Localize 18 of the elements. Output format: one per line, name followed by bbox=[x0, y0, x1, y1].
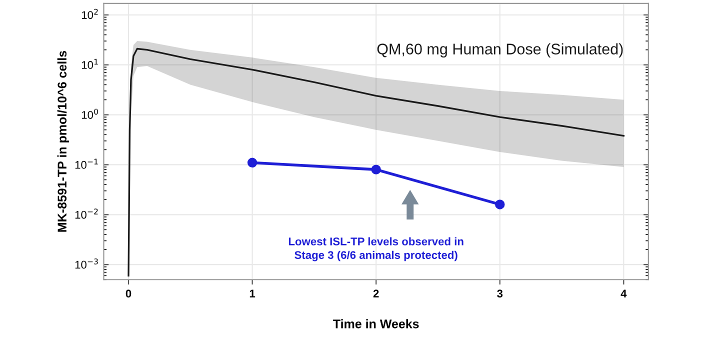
x-tick-label: 2 bbox=[373, 290, 379, 298]
x-tick-label: 0 bbox=[126, 290, 132, 298]
y-axis-title: MK-8591-TP in pmol/10^6 cells bbox=[57, 50, 69, 232]
y-tick-label: 10$^{1}$ bbox=[82, 58, 98, 69]
x-axis-title: Time in Weeks bbox=[333, 319, 419, 328]
annotation: Lowest ISL-TP levels observed in Stage 3 (6/6 animals protected) bbox=[288, 237, 464, 262]
y-tick-label: 10$^{−3}$ bbox=[75, 258, 98, 269]
point bbox=[371, 164, 381, 174]
y-tick-label: 10$^{2}$ bbox=[82, 8, 98, 19]
point bbox=[495, 200, 505, 210]
text: QM,60 mg Human Dose (Simulated) bbox=[377, 43, 623, 58]
point bbox=[247, 158, 258, 168]
x-tick-label: 4 bbox=[620, 290, 627, 298]
x-tick-label: 1 bbox=[250, 290, 256, 298]
y-tick-label: 10$^{−1}$ bbox=[75, 158, 98, 169]
x-tick-label: 3 bbox=[497, 290, 503, 298]
y-tick-label: 10$^{−2}$ bbox=[75, 208, 98, 219]
y-tick-label: 10$^{0}$ bbox=[82, 108, 98, 119]
